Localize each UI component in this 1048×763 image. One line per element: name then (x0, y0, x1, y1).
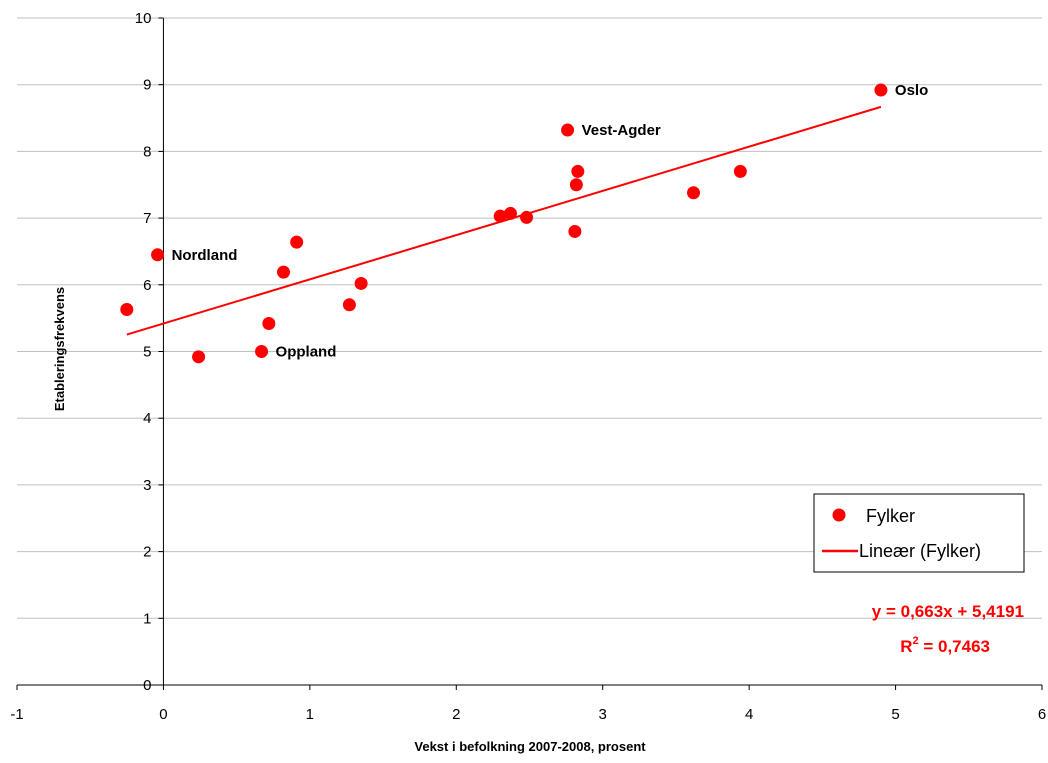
y-tick-label: 9 (143, 77, 151, 94)
y-tick-labels: 0 1 2 3 4 5 6 7 8 9 10 (135, 10, 152, 694)
data-point (561, 123, 575, 137)
y-tick-label: 4 (143, 410, 151, 427)
data-point (290, 235, 304, 249)
r-squared: R2 = 0,7463 (900, 635, 990, 656)
y-tick-label: 0 (143, 677, 151, 694)
data-point (354, 276, 368, 290)
data-point (520, 210, 534, 224)
data-point (262, 316, 276, 330)
data-point (733, 164, 747, 178)
legend-marker-scatter (832, 508, 846, 522)
data-point-label: Oslo (895, 82, 928, 99)
legend-label-trendline: Lineær (Fylker) (859, 541, 981, 561)
y-tick-label: 7 (143, 210, 151, 227)
x-tick-label: 4 (745, 706, 753, 723)
x-tick-label: 3 (599, 706, 607, 723)
y-tick-label: 5 (143, 344, 151, 361)
data-point (568, 224, 582, 238)
data-point (569, 178, 583, 192)
y-tick-label: 8 (143, 143, 151, 160)
data-point-label: Oppland (276, 344, 337, 361)
data-points (120, 83, 888, 364)
legend-label-series: Fylker (866, 506, 915, 526)
x-tick-label: 6 (1038, 706, 1046, 723)
data-point (151, 248, 165, 262)
y-axis-title: Etableringsfrekvens (52, 287, 67, 411)
x-axis-title: Vekst i befolkning 2007-2008, prosent (414, 739, 646, 754)
y-tick-label: 6 (143, 277, 151, 294)
data-point-label: Nordland (172, 247, 238, 264)
legend: Fylker Lineær (Fylker) (813, 493, 1025, 573)
trendline-equation: y = 0,663x + 5,4191 (872, 602, 1024, 621)
data-point (192, 350, 206, 364)
y-tick-label: 3 (143, 477, 151, 494)
x-tick-label: 0 (159, 706, 167, 723)
legend-box (813, 493, 1025, 573)
data-point (277, 265, 290, 279)
data-point (874, 83, 888, 97)
data-point (503, 206, 517, 220)
y-tick-label: 2 (143, 544, 151, 561)
x-tick-label: 2 (452, 706, 460, 723)
x-tick-label: 5 (891, 706, 899, 723)
data-point (571, 164, 585, 178)
data-point (342, 298, 356, 312)
y-tick-label: 10 (135, 10, 152, 27)
data-point (687, 186, 700, 200)
data-point (120, 302, 134, 316)
point-labels: Nordland Oppland Vest-Agder Oslo (172, 82, 929, 360)
axes (16, 17, 1043, 690)
x-tick-labels: -1 0 1 2 3 4 5 6 (10, 706, 1046, 723)
gridlines (17, 17, 1042, 619)
x-tick-label: -1 (10, 706, 23, 723)
y-tick-label: 1 (143, 610, 151, 627)
data-point-label: Vest-Agder (582, 122, 661, 139)
data-point (255, 345, 269, 358)
x-tick-label: 1 (306, 706, 314, 723)
data-point (493, 209, 507, 223)
